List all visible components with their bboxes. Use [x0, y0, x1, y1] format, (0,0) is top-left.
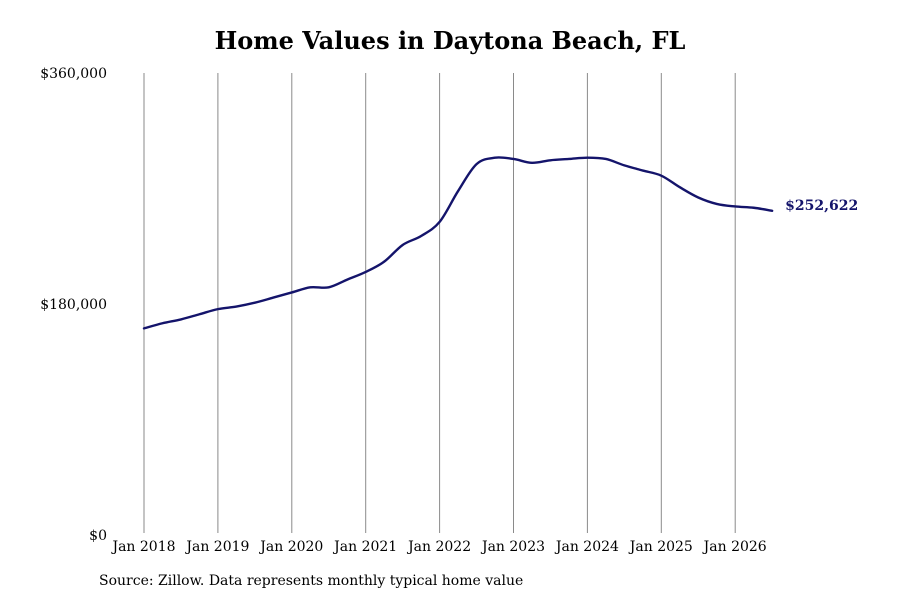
- source-note: Source: Zillow. Data represents monthly …: [99, 573, 524, 589]
- x-tick-label: Jan 2019: [184, 539, 249, 555]
- end-value-label: $252,622: [785, 198, 858, 214]
- y-tick-label: $0: [89, 528, 107, 544]
- x-tick-label: Jan 2018: [110, 539, 175, 555]
- chart-title: Home Values in Daytona Beach, FL: [214, 26, 686, 55]
- x-tick-label: Jan 2023: [480, 539, 545, 555]
- home-value-line: [142, 156, 774, 330]
- x-tick-label: Jan 2025: [628, 539, 693, 555]
- x-tick-label: Jan 2020: [258, 539, 323, 555]
- y-tick-label: $180,000: [40, 297, 107, 313]
- y-tick-label: $360,000: [40, 66, 107, 82]
- vertical-gridlines: [143, 73, 736, 533]
- y-axis-tick-labels: $360,000 $180,000 $0: [40, 66, 107, 544]
- x-tick-label: Jan 2021: [332, 539, 397, 555]
- x-axis-tick-labels: Jan 2018 Jan 2019 Jan 2020 Jan 2021 Jan 2022…: [110, 539, 766, 555]
- x-tick-label: Jan 2024: [554, 539, 619, 555]
- x-tick-label: Jan 2026: [702, 539, 767, 555]
- x-tick-label: Jan 2022: [406, 539, 471, 555]
